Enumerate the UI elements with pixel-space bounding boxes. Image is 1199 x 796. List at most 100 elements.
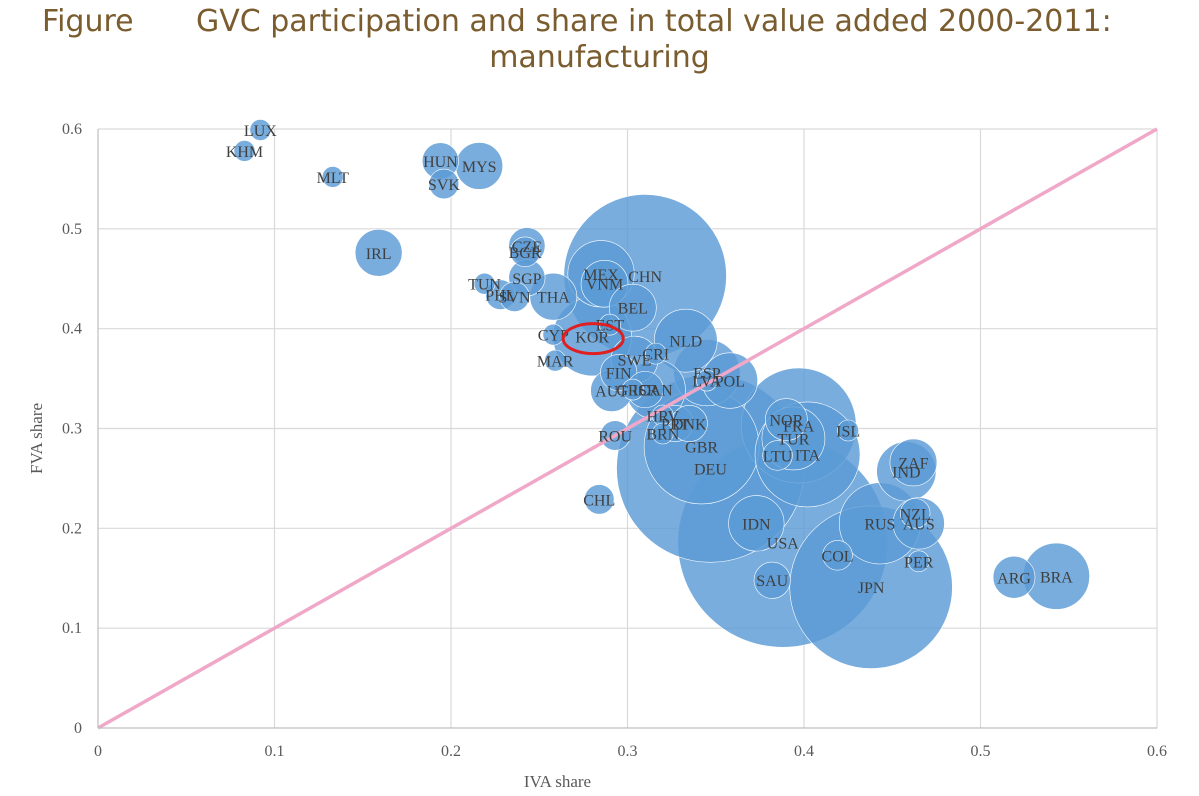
x-axis-title: IVA share [524, 772, 591, 791]
bubble-irl [354, 229, 403, 277]
bubble-label-khm: KHM [226, 144, 263, 161]
bubble-layer [233, 119, 1090, 669]
bubble-label-nor: NOR [769, 413, 803, 430]
bubble-label-pol: POL [715, 374, 745, 391]
bubble-label-tun: TUN [468, 277, 501, 294]
bubble-label-fin: FIN [606, 366, 632, 383]
bubble-idn [728, 495, 785, 552]
bubble-label-rou: ROU [598, 428, 632, 445]
bubble-label-nld: NLD [669, 334, 702, 351]
bubble-label-chn: CHN [628, 269, 662, 286]
bubble-per [907, 550, 930, 573]
y-tick-label: 0.5 [62, 221, 82, 238]
y-tick-label: 0.1 [62, 620, 82, 637]
figure-prefix: Figure [42, 4, 134, 39]
bubble-label-isr: ISR [633, 383, 658, 400]
bubble-label-bel: BEL [618, 301, 648, 318]
bubble-label-cyp: CYP [538, 328, 569, 345]
bubble-label-mex: MEX [583, 267, 619, 284]
bubble-svk [428, 168, 460, 200]
bubble-label-zaf: ZAF [898, 455, 928, 472]
bubble-label-can: CAN [639, 383, 673, 400]
bubble-label-col: COL [822, 548, 854, 565]
bubble-label-chl: CHL [583, 492, 615, 509]
bubble-label-lux: LUX [244, 123, 277, 140]
bubble-label-usa: USA [767, 535, 799, 552]
bubble-label-per: PER [904, 554, 934, 571]
bubble-label-mlt: MLT [317, 170, 350, 187]
bubble-label-dnk: DNK [672, 417, 707, 434]
bubble-label-esp: ESP [693, 366, 721, 383]
bubble-cri [644, 342, 667, 365]
bubble-nld [653, 308, 718, 373]
bubble-label-aus: AUS [903, 516, 935, 533]
x-tick-label: 0.2 [441, 743, 461, 760]
bubble-label-ltu: LTU [763, 448, 793, 465]
x-tick-label: 0.5 [971, 743, 991, 760]
bubble-label-tha: THA [537, 290, 570, 307]
bubble-label-sgp: SGP [512, 271, 541, 288]
y-tick-label: 0.3 [62, 421, 82, 438]
bubble-label-rus: RUS [864, 516, 895, 533]
x-tick-label: 0.1 [265, 743, 285, 760]
bubble-mar [544, 349, 566, 372]
bubble-grc [621, 378, 644, 401]
bubble-label-tur: TUR [777, 431, 809, 448]
bubble-khm [233, 140, 256, 162]
bubble-label-deu: DEU [694, 461, 727, 478]
bubble-tun [473, 272, 496, 295]
bubble-svn [499, 281, 530, 312]
y-tick-label: 0.4 [62, 321, 82, 338]
bubble-bgr [509, 236, 541, 267]
bubble-label-swe: SWE [618, 353, 652, 370]
bubble-nzl [900, 498, 931, 529]
title-line-2: manufacturing [489, 40, 710, 75]
bubble-label-jpn: JPN [858, 580, 885, 597]
chart-title: Figure GVC participation and share in to… [0, 4, 1199, 76]
bubble-label-grc: GRC [616, 383, 649, 400]
x-tick-label: 0.4 [794, 743, 814, 760]
bubble-label-prt: PRT [661, 417, 690, 434]
bubble-label-hun: HUN [423, 154, 458, 171]
bubble-label-arg: ARG [997, 570, 1031, 587]
reference-line-layer [97, 127, 1158, 730]
bubble-label-idn: IDN [742, 516, 771, 533]
bubble-label-cri: CRI [642, 347, 669, 364]
bubble-label-brn: BRN [646, 426, 679, 443]
bubble-label-cze: CZE [512, 239, 542, 256]
bubble-ltu [762, 440, 793, 471]
bubble-label-vnm: VNM [586, 277, 623, 294]
bubble-label-sau: SAU [756, 573, 788, 590]
bubble-label-nzl: NZL [900, 506, 931, 523]
bubble-label-ita: ITA [795, 447, 821, 464]
highlight-ellipse-kor [561, 322, 625, 356]
bubble-label-kor: KOR [575, 330, 609, 347]
bubble-label-svk: SVK [428, 177, 460, 194]
y-tick-label: 0.6 [62, 121, 82, 138]
bubble-mlt [321, 166, 344, 188]
bubble-label-bra: BRA [1040, 569, 1073, 586]
title-line-1: GVC participation and share in total val… [196, 4, 1112, 39]
y-axis-title: FVA share [27, 403, 46, 474]
bubble-brn [651, 422, 674, 445]
x-tick-label: 0 [94, 743, 102, 760]
bubble-nor [765, 398, 808, 441]
bubble-bel [609, 283, 657, 332]
bubble-label-phl: PHL [485, 288, 515, 305]
bubble-col [822, 540, 853, 571]
bubble-sau [753, 561, 791, 599]
bubble-label-svn: SVN [499, 290, 531, 307]
bubble-label-lva: LVA [692, 374, 722, 391]
bubble-lux [249, 119, 272, 141]
bubble-label-irl: IRL [366, 246, 392, 263]
y-tick-label: 0 [74, 720, 82, 737]
y-tick-label: 0.2 [62, 520, 82, 537]
bubble-label-aut: AUT [595, 384, 628, 401]
bubble-label-mar: MAR [537, 354, 574, 371]
bubble-label-bgr: BGR [509, 245, 542, 262]
bubble-label-mys: MYS [462, 159, 497, 176]
bubble-label-gbr: GBR [685, 439, 718, 456]
bubble-arg [992, 555, 1036, 599]
bubble-zaf [889, 438, 938, 487]
bubble-label-isl: ISL [836, 423, 860, 440]
